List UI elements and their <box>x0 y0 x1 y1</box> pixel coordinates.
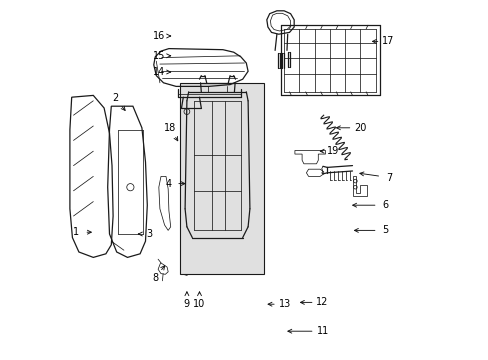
Text: 1: 1 <box>73 227 79 237</box>
Text: 7: 7 <box>385 172 391 183</box>
Text: 2: 2 <box>112 93 118 103</box>
Text: 13: 13 <box>278 299 290 309</box>
Text: 9: 9 <box>183 299 189 309</box>
Text: 17: 17 <box>382 36 394 46</box>
FancyBboxPatch shape <box>179 83 264 274</box>
Text: 12: 12 <box>316 297 328 307</box>
Text: 4: 4 <box>165 179 171 189</box>
Text: 15: 15 <box>153 51 165 61</box>
Text: 3: 3 <box>146 229 153 239</box>
Text: 8: 8 <box>152 273 158 283</box>
Text: 11: 11 <box>316 326 328 336</box>
Text: 20: 20 <box>353 123 366 133</box>
Text: 18: 18 <box>164 123 176 133</box>
Text: 14: 14 <box>153 67 165 77</box>
Text: 5: 5 <box>382 225 388 235</box>
Text: 6: 6 <box>382 200 388 210</box>
Text: 19: 19 <box>326 146 339 156</box>
Text: 16: 16 <box>153 31 165 41</box>
Text: 10: 10 <box>193 299 205 309</box>
